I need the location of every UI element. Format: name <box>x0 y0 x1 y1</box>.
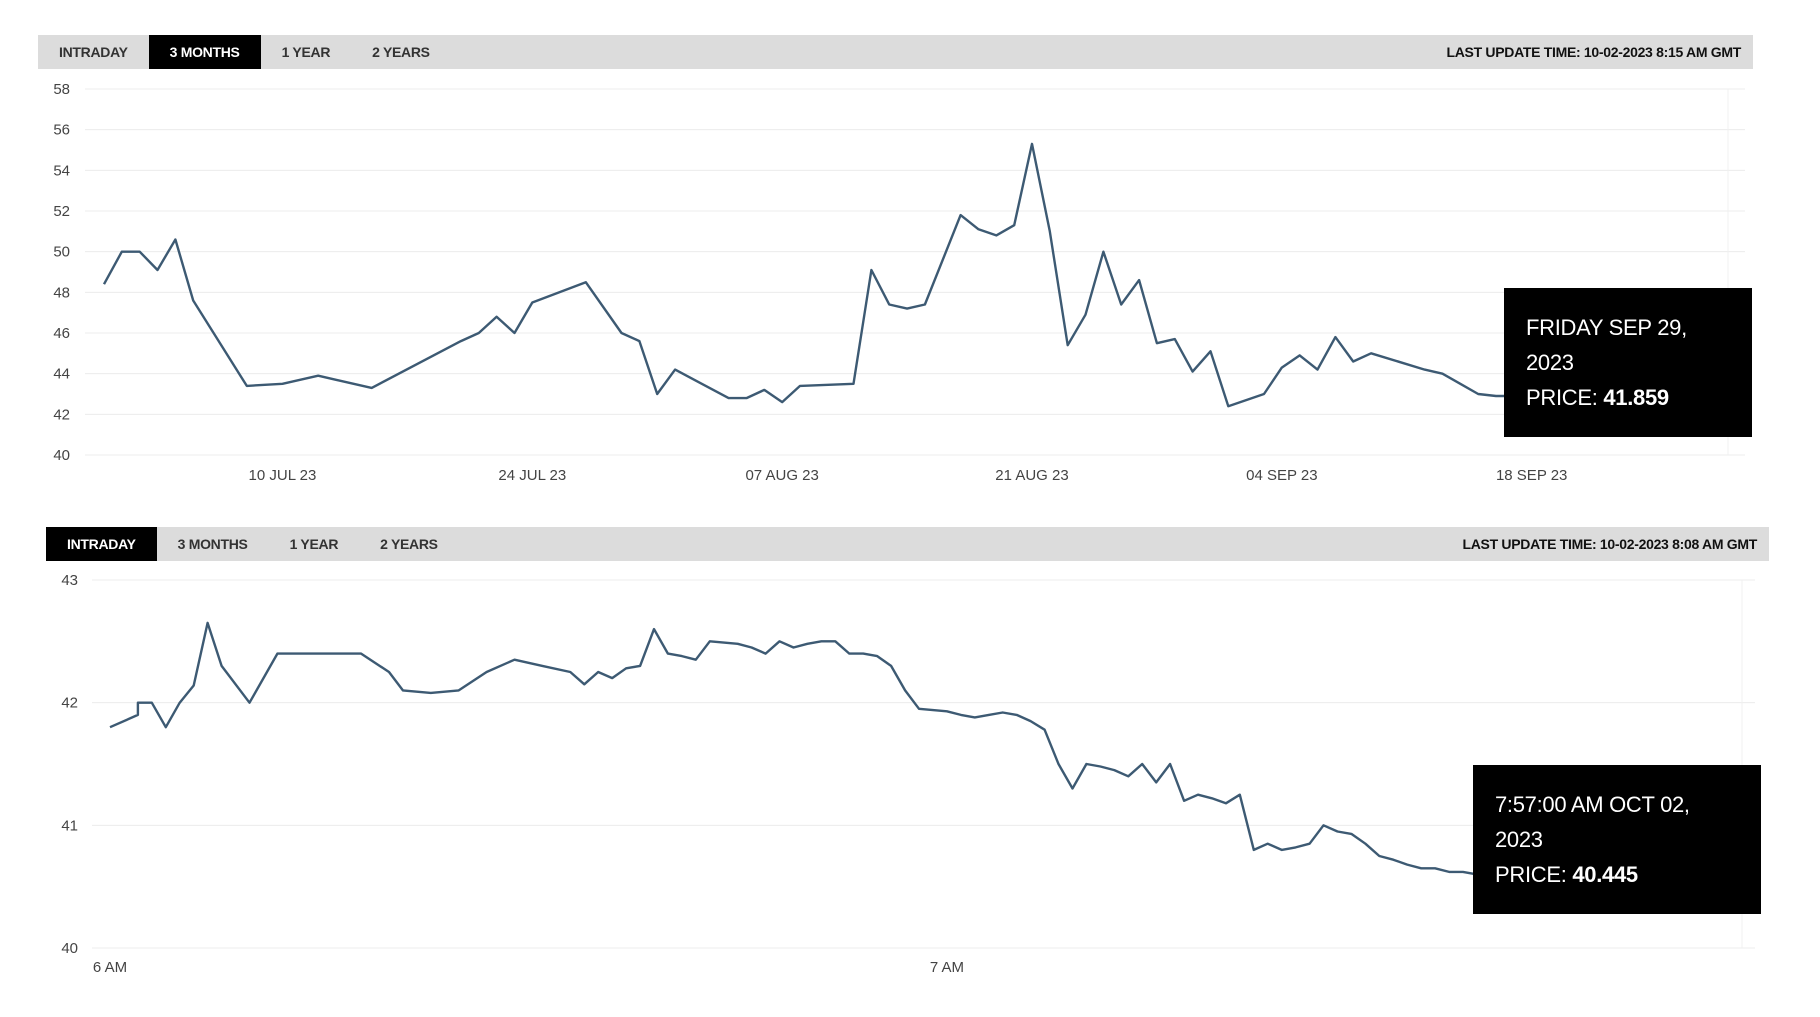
price-tooltip: 7:57:00 AM OCT 02, 2023 PRICE: 40.445 <box>1473 765 1761 914</box>
y-tick-label: 56 <box>53 122 70 139</box>
chart-panel-3-months: INTRADAY 3 MONTHS 1 YEAR 2 YEARS LAST UP… <box>0 0 1820 500</box>
y-tick-label: 43 <box>61 572 78 589</box>
y-tick-label: 46 <box>53 325 70 342</box>
range-toolbar: INTRADAY 3 MONTHS 1 YEAR 2 YEARS LAST UP… <box>38 35 1753 69</box>
price-tooltip: FRIDAY SEP 29, 2023 PRICE: 41.859 <box>1504 288 1752 437</box>
highlight-point-halo <box>1733 884 1751 903</box>
y-tick-label: 40 <box>53 447 70 464</box>
x-tick-label: 04 SEP 23 <box>1246 467 1317 484</box>
x-tick-label: 10 JUL 23 <box>249 467 317 484</box>
y-tick-label: 40 <box>61 940 78 957</box>
tooltip-price-row: PRICE: 40.445 <box>1495 857 1739 892</box>
series-line <box>102 142 1729 419</box>
y-tick-label: 48 <box>53 284 70 301</box>
tooltip-date: FRIDAY SEP 29, 2023 <box>1526 315 1687 375</box>
last-update-time: LAST UPDATE TIME: 10-02-2023 8:15 AM GMT <box>1446 44 1741 60</box>
y-tick-label: 42 <box>61 695 78 712</box>
x-tick-label: 18 SEP 23 <box>1496 467 1567 484</box>
tooltip-price-label: PRICE: <box>1495 862 1567 887</box>
tooltip-price-value: 40.445 <box>1572 862 1638 887</box>
price-chart-3-months: 40 42 44 46 48 50 52 54 56 58 10 JUL 23 24 JUL 23 07… <box>53 81 1745 484</box>
highlight-point <box>1737 888 1747 899</box>
x-tick-label: 21 AUG 23 <box>995 467 1068 484</box>
tab-intraday[interactable]: INTRADAY <box>46 527 157 561</box>
tab-3-months[interactable]: 3 MONTHS <box>177 536 248 552</box>
y-tick-label: 50 <box>53 244 70 261</box>
tooltip-price-value: 41.859 <box>1603 385 1669 410</box>
y-tick-label: 41 <box>61 817 78 834</box>
tab-1-year[interactable]: 1 YEAR <box>289 536 339 552</box>
tab-2-years[interactable]: 2 YEARS <box>372 44 430 60</box>
x-tick-label: 7 AM <box>930 959 964 976</box>
tooltip-price-label: PRICE: <box>1526 385 1598 410</box>
y-tick-label: 42 <box>53 406 70 423</box>
tab-1-year[interactable]: 1 YEAR <box>281 44 331 60</box>
tooltip-price-row: PRICE: 41.859 <box>1526 380 1730 415</box>
tab-intraday[interactable]: INTRADAY <box>59 44 128 60</box>
tooltip-date: 7:57:00 AM OCT 02, 2023 <box>1495 792 1690 852</box>
x-tick-label: 07 AUG 23 <box>745 467 818 484</box>
y-tick-label: 58 <box>53 81 70 98</box>
y-tick-label: 52 <box>53 203 70 220</box>
tab-2-years[interactable]: 2 YEARS <box>380 536 438 552</box>
y-tick-label: 44 <box>53 366 70 383</box>
tab-3-months[interactable]: 3 MONTHS <box>148 35 261 69</box>
last-update-time: LAST UPDATE TIME: 10-02-2023 8:08 AM GMT <box>1462 536 1757 552</box>
series-line <box>109 621 1743 896</box>
range-toolbar: INTRADAY 3 MONTHS 1 YEAR 2 YEARS LAST UP… <box>46 527 1769 561</box>
x-tick-label: 6 AM <box>93 959 127 976</box>
x-tick-label: 24 JUL 23 <box>498 467 566 484</box>
y-tick-label: 54 <box>53 162 70 179</box>
